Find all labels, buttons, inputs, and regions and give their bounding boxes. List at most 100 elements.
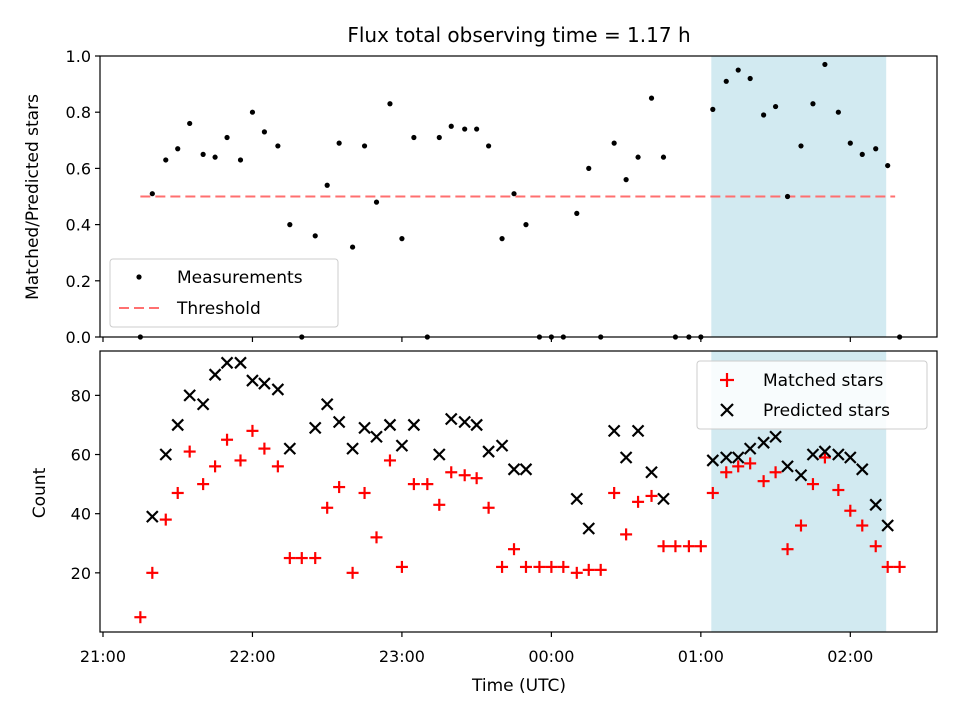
matched-star-point — [769, 466, 782, 479]
measurement-point — [249, 109, 256, 115]
bottom-y-tick-label: 80 — [71, 386, 91, 405]
measurement-point — [224, 134, 230, 141]
matched-star-point — [645, 489, 658, 502]
measurement-point — [499, 236, 505, 242]
x-tick-label: 23:00 — [379, 647, 425, 666]
matched-star-point — [333, 481, 346, 494]
top-shaded-region — [711, 56, 887, 337]
measurement-point — [735, 67, 741, 73]
predicted-star-point — [159, 448, 173, 461]
measurement-point — [175, 146, 181, 152]
measurement-point — [261, 129, 268, 135]
matched-star-point — [433, 498, 446, 511]
measurement-point — [200, 151, 206, 157]
x-tick-label: 22:00 — [229, 647, 275, 666]
measurement-point — [361, 143, 368, 149]
top-legend: Measurements Threshold — [109, 258, 339, 328]
top-y-tick-label: 0.2 — [66, 272, 91, 291]
matched-star-point — [669, 540, 682, 553]
predicted-star-point — [234, 356, 247, 370]
measurement-point — [387, 101, 393, 107]
matched-star-point — [370, 531, 383, 544]
predicted-star-point — [220, 356, 234, 370]
predicted-star-point — [657, 492, 670, 506]
matched-star-point — [608, 486, 621, 499]
measurement-point — [312, 233, 318, 239]
measurement-point — [859, 151, 865, 157]
x-tick-label: 00:00 — [528, 647, 574, 666]
measurement-point — [810, 101, 816, 107]
matched-star-point — [309, 552, 322, 565]
matched-star-point — [533, 560, 546, 573]
measurement-point — [660, 154, 667, 160]
top-x-axis — [102, 337, 851, 342]
measurement-point — [798, 143, 804, 149]
measurement-point — [772, 103, 779, 110]
predicted-star-point — [706, 454, 720, 467]
predicted-star-point — [283, 442, 297, 455]
measurement-point — [212, 154, 218, 160]
bottom-plot-frame — [99, 350, 938, 633]
predicted-star-point — [370, 430, 383, 444]
matched-star-point — [346, 566, 359, 579]
x-tick-label: 01:00 — [678, 647, 724, 666]
predicted-star-point — [855, 463, 869, 476]
measurement-point — [873, 146, 879, 152]
predicted-star-point — [757, 436, 770, 449]
matched-stars-points — [134, 424, 906, 624]
matched-star-point — [283, 552, 296, 565]
predicted-star-point — [183, 389, 196, 402]
predicted-star-point — [383, 418, 397, 432]
measurement-point — [784, 193, 791, 200]
legend-measurements-marker — [136, 274, 142, 280]
predicted-star-point — [433, 448, 446, 461]
predicted-star-point — [743, 442, 757, 455]
matched-star-point — [620, 528, 633, 541]
matched-star-point — [794, 519, 807, 532]
matched-star-point — [594, 563, 607, 576]
predicted-star-point — [570, 492, 584, 506]
matched-star-point — [159, 513, 172, 526]
top-y-axis: 0.0 0.2 0.4 0.6 0.8 1.0 — [66, 47, 100, 347]
chart-title: Flux total observing time = 1.17 h — [347, 23, 690, 47]
measurement-point — [448, 123, 454, 129]
predicted-star-point — [271, 383, 285, 396]
matched-star-point — [146, 566, 159, 579]
predicted-star-point — [470, 418, 483, 432]
matched-star-point — [321, 501, 334, 514]
predicted-star-point — [407, 418, 421, 432]
matched-star-point — [744, 457, 757, 470]
predicted-star-point — [495, 439, 509, 452]
matched-star-point — [732, 460, 745, 473]
predicted-star-point — [607, 424, 621, 438]
measurement-point — [163, 157, 169, 163]
matched-star-point — [818, 451, 831, 464]
matched-star-point — [582, 563, 595, 576]
matched-star-point — [221, 433, 234, 446]
matched-star-point — [383, 454, 396, 467]
predicted-star-point — [631, 424, 645, 438]
measurement-point — [847, 140, 853, 146]
matched-star-point — [183, 445, 196, 458]
matched-star-point — [171, 486, 184, 499]
predicted-star-point — [246, 374, 259, 387]
matched-star-point — [706, 486, 719, 499]
matched-star-point — [395, 560, 408, 573]
predicted-star-point — [444, 412, 458, 426]
matched-star-point — [720, 466, 733, 479]
matched-star-point — [445, 466, 458, 479]
predicted-star-point — [308, 421, 322, 435]
matched-star-point — [482, 501, 495, 514]
bottom-y-tick-label: 40 — [71, 505, 91, 524]
measurement-point — [237, 157, 244, 163]
matched-star-point — [893, 560, 906, 573]
measurement-point — [611, 140, 617, 146]
measurement-point — [187, 120, 193, 127]
predicted-star-point — [346, 442, 359, 455]
measurement-point — [511, 191, 517, 197]
predicted-star-point — [332, 415, 346, 429]
x-tick-label: 02:00 — [827, 647, 873, 666]
matched-star-point — [682, 540, 695, 553]
